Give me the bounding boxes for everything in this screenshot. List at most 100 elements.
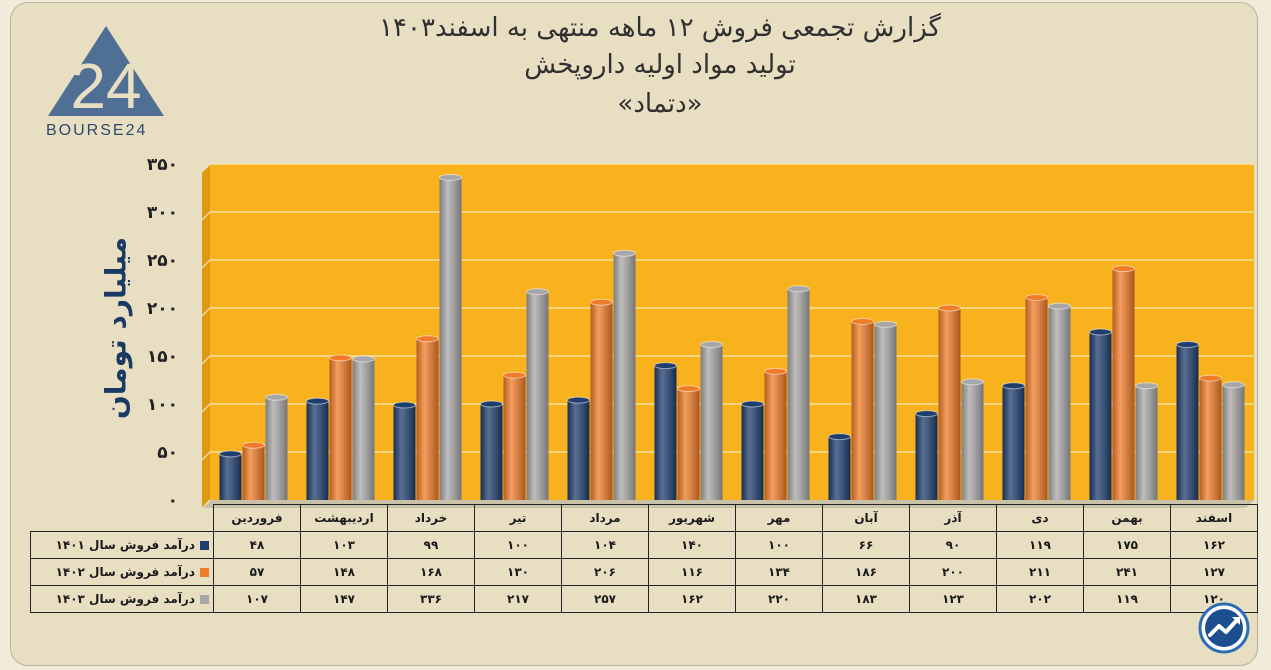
bar xyxy=(352,355,375,500)
data-label: ۱۰۴ xyxy=(561,531,649,559)
table-row: درآمد فروش سال ۱۴۰۳ ۱۰۷ ۱۴۷ ۳۳۶ ۲۱۷ ۲۵۷ ۱۶۲ ۲۲۰… xyxy=(30,585,1258,613)
x-tick-label: آذر xyxy=(909,504,997,532)
bar xyxy=(526,288,549,500)
bar xyxy=(1176,340,1199,500)
x-tick-label: مرداد xyxy=(561,504,649,532)
y-tick-label: ۰ xyxy=(168,491,178,511)
company-symbol: «دتماد» xyxy=(617,89,703,119)
x-tick-label: دی xyxy=(996,504,1084,532)
data-label: ۱۰۳ xyxy=(300,531,388,559)
data-label: ۲۱۷ xyxy=(474,585,562,613)
plot-side-wall xyxy=(202,164,210,508)
plot-area xyxy=(210,164,1254,500)
data-label: ۶۶ xyxy=(822,531,910,559)
bar xyxy=(439,173,462,500)
data-label: ۱۰۰ xyxy=(474,531,562,559)
x-tick-label: اسفند xyxy=(1170,504,1258,532)
x-tick-label: بهمن xyxy=(1083,504,1171,532)
bar xyxy=(265,393,288,500)
legend-label: درآمد فروش سال ۱۴۰۲ xyxy=(55,565,195,579)
bar xyxy=(1025,293,1048,500)
legend-swatch xyxy=(200,568,209,577)
table-row: درآمد فروش سال ۱۴۰۲ ۵۷ ۱۴۸ ۱۶۸ ۱۳۰ ۲۰۶ ۱۱۶ ۱۳۴ ۱… xyxy=(30,558,1258,586)
bar xyxy=(874,320,897,500)
data-label: ۲۵۷ xyxy=(561,585,649,613)
bourse24-logo-icon: 24 xyxy=(48,26,164,122)
trend-badge-icon xyxy=(1198,602,1250,654)
legend-label: درآمد فروش سال ۱۴۰۳ xyxy=(55,592,195,606)
data-label: ۵۷ xyxy=(213,558,301,586)
bar xyxy=(306,397,329,500)
x-tick-label: شهریور xyxy=(648,504,736,532)
gridline-wall xyxy=(201,307,211,317)
bar xyxy=(393,401,416,500)
bar xyxy=(416,335,439,500)
gridline-wall xyxy=(201,259,211,269)
logo-text: BOURSE24 xyxy=(46,122,148,139)
data-label: ۲۲۰ xyxy=(735,585,823,613)
gridline-wall xyxy=(201,355,211,365)
data-label: ۹۹ xyxy=(387,531,475,559)
data-label: ۲۴۱ xyxy=(1083,558,1171,586)
chart-title: گزارش تجمعی فروش ۱۲ ماهه منتهی به اسفند۱… xyxy=(379,13,941,43)
data-label: ۱۴۰ xyxy=(648,531,736,559)
bar xyxy=(787,285,810,500)
data-label: ۴۸ xyxy=(213,531,301,559)
bar xyxy=(851,317,874,500)
legend-entry: درآمد فروش سال ۱۴۰۳ xyxy=(30,585,214,613)
logo-mark: 24 xyxy=(70,50,141,122)
bar xyxy=(1089,328,1112,500)
x-tick-label: مهر xyxy=(735,504,823,532)
bar xyxy=(915,410,938,500)
bar xyxy=(654,362,677,500)
y-tick-label: ۲۵۰ xyxy=(147,251,178,271)
data-label: ۱۱۹ xyxy=(1083,585,1171,613)
data-table: فروردین اردیبهشت خرداد تیر مرداد شهریور مهر آبا… xyxy=(30,504,1258,613)
chart-subtitle: تولید مواد اولیه داروپخش xyxy=(524,50,796,80)
bar xyxy=(828,433,851,500)
bar xyxy=(1222,381,1245,500)
y-tick-label: ۱۰۰ xyxy=(147,395,178,415)
gridline-wall xyxy=(201,211,211,221)
data-label: ۱۰۷ xyxy=(213,585,301,613)
bar xyxy=(1199,374,1222,500)
data-label: ۱۷۵ xyxy=(1083,531,1171,559)
bar xyxy=(503,371,526,500)
y-tick-label: ۱۵۰ xyxy=(147,347,178,367)
bar xyxy=(961,378,984,500)
data-label: ۱۴۷ xyxy=(300,585,388,613)
gridline-wall xyxy=(201,499,211,509)
data-label: ۱۸۶ xyxy=(822,558,910,586)
bar xyxy=(1135,382,1158,500)
bar xyxy=(677,385,700,500)
y-tick-label: ۵۰ xyxy=(157,443,178,463)
data-label: ۱۴۸ xyxy=(300,558,388,586)
data-label: ۱۱۹ xyxy=(996,531,1084,559)
data-label: ۱۱۶ xyxy=(648,558,736,586)
data-label: ۱۶۲ xyxy=(1170,531,1258,559)
data-label: ۲۱۱ xyxy=(996,558,1084,586)
table-header-row: فروردین اردیبهشت خرداد تیر مرداد شهریور مهر آبا… xyxy=(31,504,1258,532)
bar xyxy=(329,354,352,500)
x-tick-label: آبان xyxy=(822,504,910,532)
y-tick-label: ۳۰۰ xyxy=(147,203,178,223)
data-label: ۲۰۶ xyxy=(561,558,649,586)
data-label: ۱۰۰ xyxy=(735,531,823,559)
data-label: ۱۲۳ xyxy=(909,585,997,613)
bar xyxy=(590,298,613,500)
legend-swatch xyxy=(200,541,209,550)
bar xyxy=(1002,382,1025,500)
data-label: ۱۳۰ xyxy=(474,558,562,586)
bar xyxy=(613,249,636,500)
bar xyxy=(700,340,723,500)
data-label: ۱۲۷ xyxy=(1170,558,1258,586)
data-label: ۲۰۰ xyxy=(909,558,997,586)
data-label: ۹۰ xyxy=(909,531,997,559)
bar xyxy=(1112,265,1135,500)
bar xyxy=(938,304,961,500)
legend-entry: درآمد فروش سال ۱۴۰۲ xyxy=(30,558,214,586)
bar xyxy=(567,396,590,500)
legend-label: درآمد فروش سال ۱۴۰۱ xyxy=(55,538,195,552)
bar xyxy=(219,450,242,500)
